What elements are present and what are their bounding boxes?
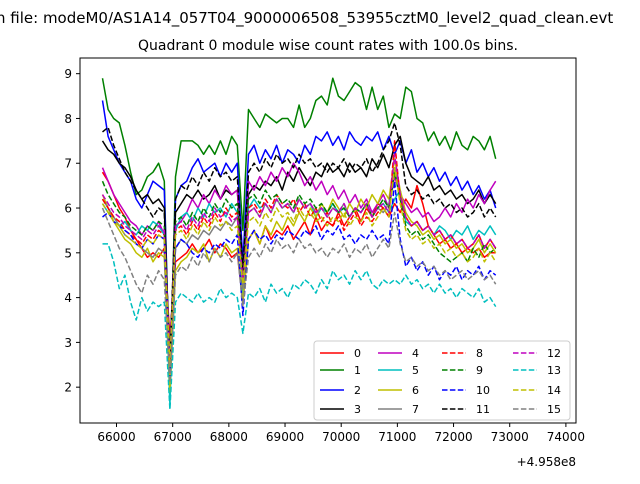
x-tick-label: 71000 bbox=[378, 430, 416, 444]
series-line-12 bbox=[101, 153, 497, 362]
x-tick-label: 69000 bbox=[266, 430, 304, 444]
legend-label-5: 5 bbox=[412, 364, 419, 377]
legend-label-0: 0 bbox=[354, 347, 361, 360]
y-tick-label: 4 bbox=[64, 291, 72, 305]
legend-label-14: 14 bbox=[547, 384, 561, 397]
suptitle: n file: modeM0/AS1A14_057T04_9000006508_… bbox=[0, 9, 613, 28]
legend-label-1: 1 bbox=[354, 364, 361, 377]
legend-label-12: 12 bbox=[547, 347, 561, 360]
series-line-11 bbox=[102, 122, 497, 366]
y-tick-label: 8 bbox=[64, 112, 72, 126]
legend-label-6: 6 bbox=[412, 384, 419, 397]
legend-label-15: 15 bbox=[547, 403, 561, 416]
x-tick-label: 67000 bbox=[154, 430, 192, 444]
legend-label-8: 8 bbox=[476, 347, 483, 360]
legend-label-13: 13 bbox=[547, 364, 561, 377]
x-tick-label: 74000 bbox=[547, 430, 585, 444]
plot-frame bbox=[79, 57, 577, 424]
series-line-14 bbox=[101, 166, 497, 366]
legend-label-4: 4 bbox=[412, 347, 419, 360]
legend-label-7: 7 bbox=[412, 403, 419, 416]
series-line-15 bbox=[101, 207, 497, 384]
y-axis: 2 3 4 5 6 7 8 9 bbox=[64, 67, 80, 395]
y-tick-label: 2 bbox=[64, 381, 72, 395]
y-tick-label: 9 bbox=[64, 67, 72, 81]
x-offset-label: +4.958e8 bbox=[517, 455, 576, 469]
legend-label-9: 9 bbox=[476, 364, 483, 377]
legend-label-3: 3 bbox=[354, 403, 361, 416]
legend-label-2: 2 bbox=[354, 384, 361, 397]
legend-label-11: 11 bbox=[476, 403, 490, 416]
y-tick-label: 3 bbox=[64, 336, 72, 350]
x-tick-label: 68000 bbox=[210, 430, 248, 444]
x-tick-label: 66000 bbox=[97, 430, 135, 444]
legend-box bbox=[313, 340, 571, 421]
x-axis: 66000 67000 68000 69000 70000 71000 72000 73000… bbox=[97, 423, 585, 444]
chart-title: Quadrant 0 module wise count rates with … bbox=[138, 38, 518, 54]
legend-label-10: 10 bbox=[476, 384, 490, 397]
series-line-13 bbox=[102, 243, 497, 411]
x-tick-label: 73000 bbox=[491, 430, 529, 444]
series-layer bbox=[101, 77, 497, 411]
y-tick-label: 6 bbox=[64, 202, 72, 216]
x-tick-label: 70000 bbox=[322, 430, 360, 444]
y-tick-label: 5 bbox=[64, 246, 72, 260]
x-tick-label: 72000 bbox=[434, 430, 472, 444]
y-tick-label: 7 bbox=[64, 157, 72, 171]
